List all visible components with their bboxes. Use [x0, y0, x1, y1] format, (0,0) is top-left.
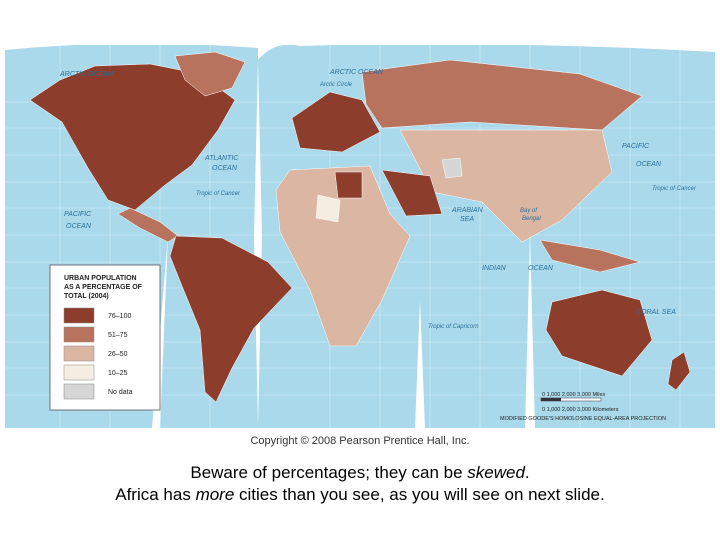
new-zealand [667, 351, 691, 391]
legend-title: URBAN POPULATION [64, 275, 137, 282]
legend-label: 51–75 [108, 332, 128, 339]
caption-text: skewed [467, 463, 525, 482]
projection-gap [415, 300, 425, 428]
ocean-label: PACIFIC [64, 211, 92, 218]
countries [29, 51, 691, 403]
map-label: Tropic of Cancer [652, 186, 697, 192]
asia [399, 129, 613, 243]
projection-gap [525, 235, 535, 428]
greenland [174, 51, 246, 97]
ocean-label: OCEAN [528, 265, 554, 272]
libya [334, 171, 363, 199]
australia [545, 289, 653, 377]
ocean-label: OCEAN [212, 165, 238, 172]
ocean-label: OCEAN [66, 223, 92, 230]
scale-line [541, 398, 561, 401]
south-america [169, 235, 293, 403]
legend-swatch [63, 364, 95, 381]
ocean-label: ATLANTIC [204, 155, 239, 162]
legend-swatch [63, 345, 95, 362]
map-label: Bengal [522, 216, 541, 222]
ocean-label: CORAL SEA [636, 309, 676, 316]
north-america [29, 63, 236, 211]
legend-label: 26–50 [108, 351, 128, 358]
ocean-label: ARCTIC OCEAN [329, 69, 384, 76]
legend-title: AS A PERCENTAGE OF [64, 284, 143, 291]
legend-swatch [63, 326, 95, 343]
map-label: Arctic Circle [319, 82, 353, 88]
ocean-label: PACIFIC [622, 143, 650, 150]
scale-label: 0 1,000 2,000 3,000 Miles [542, 392, 606, 398]
europe [291, 91, 381, 153]
legend: URBAN POPULATION AS A PERCENTAGE OF TOTA… [49, 264, 161, 411]
ocean-label: SEA [460, 216, 474, 223]
caption-text: more [195, 485, 235, 504]
map-label: Tropic of Capricorn [428, 324, 479, 330]
caption-line: Beware of percentages; they can be skewe… [0, 462, 720, 484]
map-label: Bay of [520, 208, 538, 214]
legend-title: TOTAL (2004) [64, 293, 109, 300]
ocean-label: OCEAN [636, 161, 662, 168]
ocean-label: ARCTIC OCEAN [59, 71, 114, 78]
legend-label: No data [108, 389, 133, 396]
legend-swatch [63, 383, 95, 400]
caption-text: . [524, 463, 530, 482]
caption-text: Africa has [115, 485, 196, 504]
no-data-area [441, 157, 463, 179]
caption-line: Africa has more cities than you see, as … [0, 484, 720, 506]
niger [315, 194, 341, 223]
scale-label: 0 1,000 2,000 3,000 Kilometers [542, 407, 619, 413]
caption: Beware of percentages; they can be skewe… [0, 462, 720, 506]
legend-label: 76–100 [108, 313, 131, 320]
indonesia [539, 239, 641, 273]
legend-swatch [63, 307, 95, 324]
map: ARCTIC OCEAN ARCTIC OCEAN Arctic Circle … [5, 45, 715, 428]
scale-bar: 0 1,000 2,000 3,000 Miles 0 1,000 2,000 … [500, 392, 666, 422]
projection-label: MODIFIED GOODE'S HOMOLOSINE EQUAL-AREA P… [500, 416, 666, 422]
middle-east [381, 169, 443, 217]
map-label: Tropic of Cancer [196, 191, 241, 197]
caption-text: Beware of percentages; they can be [190, 463, 468, 482]
copyright: Copyright © 2008 Pearson Prentice Hall, … [250, 435, 470, 447]
central-america [117, 207, 179, 243]
ocean-label: INDIAN [482, 265, 507, 272]
legend-label: 10–25 [108, 370, 128, 377]
projection-gap [254, 60, 262, 428]
caption-text: cities than you see, as you will see on … [234, 485, 605, 504]
ocean-label: ARABIAN [451, 207, 484, 214]
africa [275, 165, 411, 347]
